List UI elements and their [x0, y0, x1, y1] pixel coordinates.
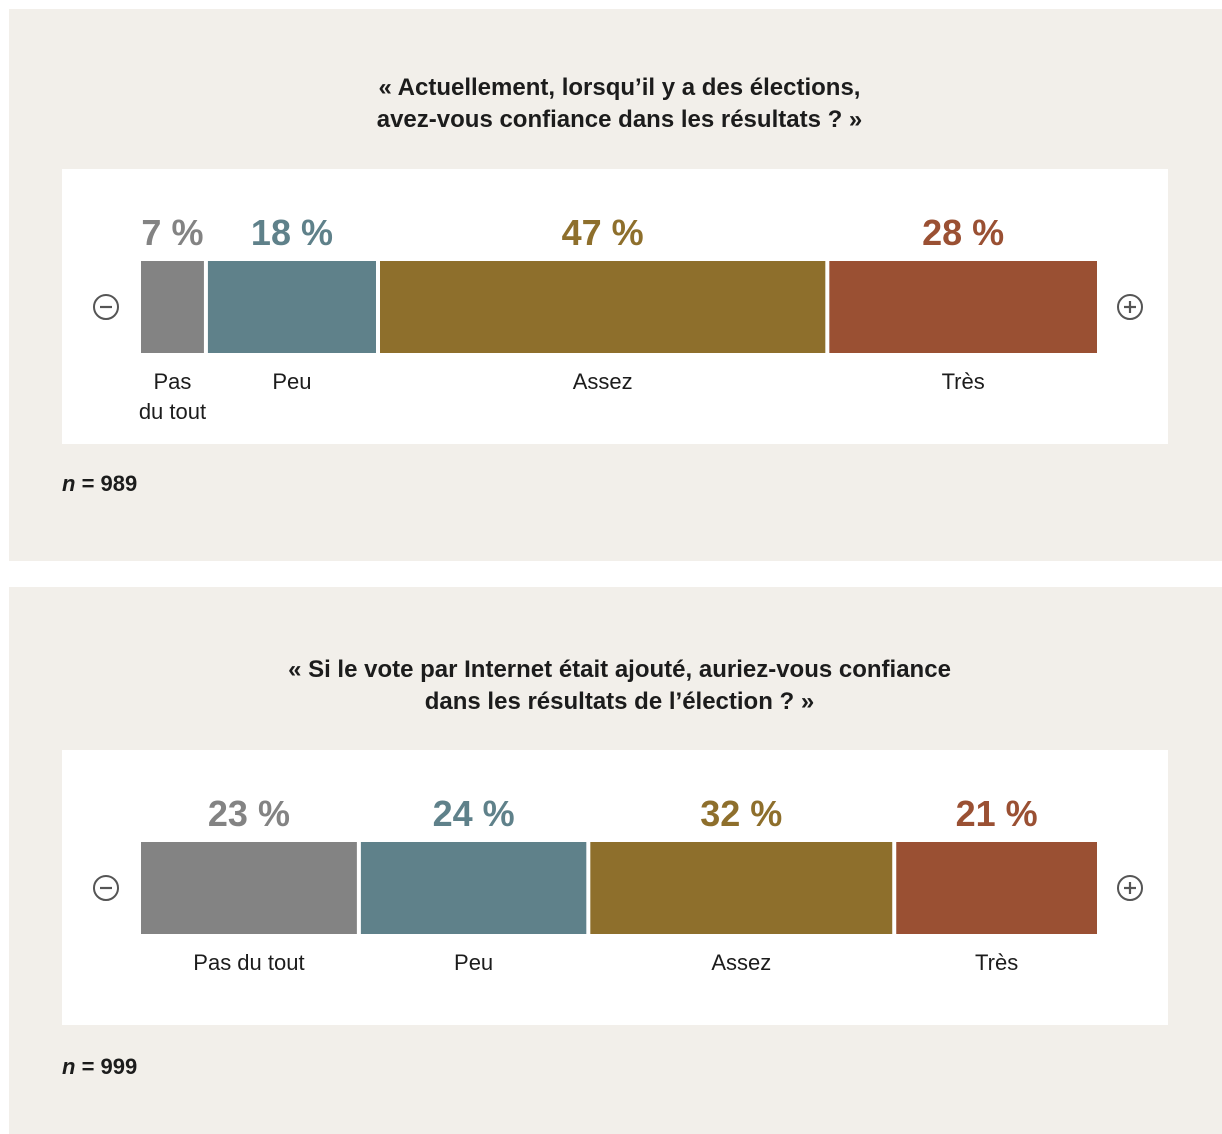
chart-title-line-1: « Actuellement, lorsqu’il y a des électi…	[378, 74, 861, 101]
value-label: 47 %	[562, 212, 644, 253]
chart-card: 7 % Pas du tout 18 % Peu 47 % Assez 28 % Très	[62, 169, 1168, 444]
category-label: du tout	[139, 399, 206, 424]
category-label: Pas du tout	[193, 950, 304, 975]
bar-segment-pas-du-tout	[141, 842, 357, 934]
value-label: 28 %	[922, 212, 1004, 253]
value-label: 18 %	[251, 212, 333, 253]
bar-segment-tres	[896, 842, 1097, 934]
minus-circle-icon	[93, 294, 119, 320]
chart-panel-1: « Actuellement, lorsqu’il y a des électi…	[9, 9, 1222, 561]
minus-circle	[93, 875, 119, 901]
category-label: Assez	[573, 369, 633, 394]
value-label: 24 %	[433, 793, 515, 834]
sample-size-value: = 999	[75, 1054, 138, 1079]
chart-title: « Actuellement, lorsqu’il y a des électi…	[0, 72, 1222, 136]
sample-size: n = 989	[62, 471, 137, 497]
chart-title: « Si le vote par Internet était ajouté, …	[0, 654, 1222, 718]
minus-circle	[93, 294, 119, 320]
sample-size-symbol: n	[62, 471, 76, 496]
category-label: Peu	[454, 950, 493, 975]
plus-circle	[1117, 875, 1143, 901]
chart-title-line-2: avez-vous confiance dans les résultats ?…	[376, 106, 863, 133]
chart-card: 23 % Pas du tout 24 % Peu 32 % Assez 21 % Très	[62, 750, 1168, 1025]
bar-segment-tres	[829, 261, 1097, 353]
category-label: Pas	[153, 369, 191, 394]
chart-title-line-1: « Si le vote par Internet était ajouté, …	[288, 656, 951, 683]
category-label: Très	[975, 950, 1018, 975]
sample-size-symbol: n	[62, 1054, 76, 1079]
chart-title-line-2: dans les résultats de l’élection ? »	[424, 688, 815, 715]
plus-circle-icon	[1117, 875, 1143, 901]
value-label: 23 %	[208, 793, 290, 834]
sample-size-value: = 989	[75, 471, 138, 496]
plus-circle-icon	[1117, 294, 1143, 320]
bar-segment-peu	[207, 261, 376, 353]
plus-circle	[1117, 294, 1143, 320]
stacked-bar-chart: 7 % Pas du tout 18 % Peu 47 % Assez 28 % Très	[93, 212, 1143, 424]
category-label: Très	[942, 369, 985, 394]
sample-size: n = 999	[62, 1054, 137, 1080]
category-label: Peu	[272, 369, 311, 394]
bar-segment-assez	[380, 261, 826, 353]
stacked-bar-chart: 23 % Pas du tout 24 % Peu 32 % Assez 21 % Très	[93, 793, 1143, 975]
bar-segment-assez	[590, 842, 893, 934]
bar-segment-peu	[360, 842, 587, 934]
value-label: 21 %	[956, 793, 1038, 834]
category-label: Assez	[711, 950, 771, 975]
bar-segment-pas-du-tout	[141, 261, 204, 353]
chart-panel-2: « Si le vote par Internet était ajouté, …	[9, 587, 1222, 1134]
value-label: 7 %	[141, 212, 203, 253]
value-label: 32 %	[700, 793, 782, 834]
minus-circle-icon	[93, 875, 119, 901]
